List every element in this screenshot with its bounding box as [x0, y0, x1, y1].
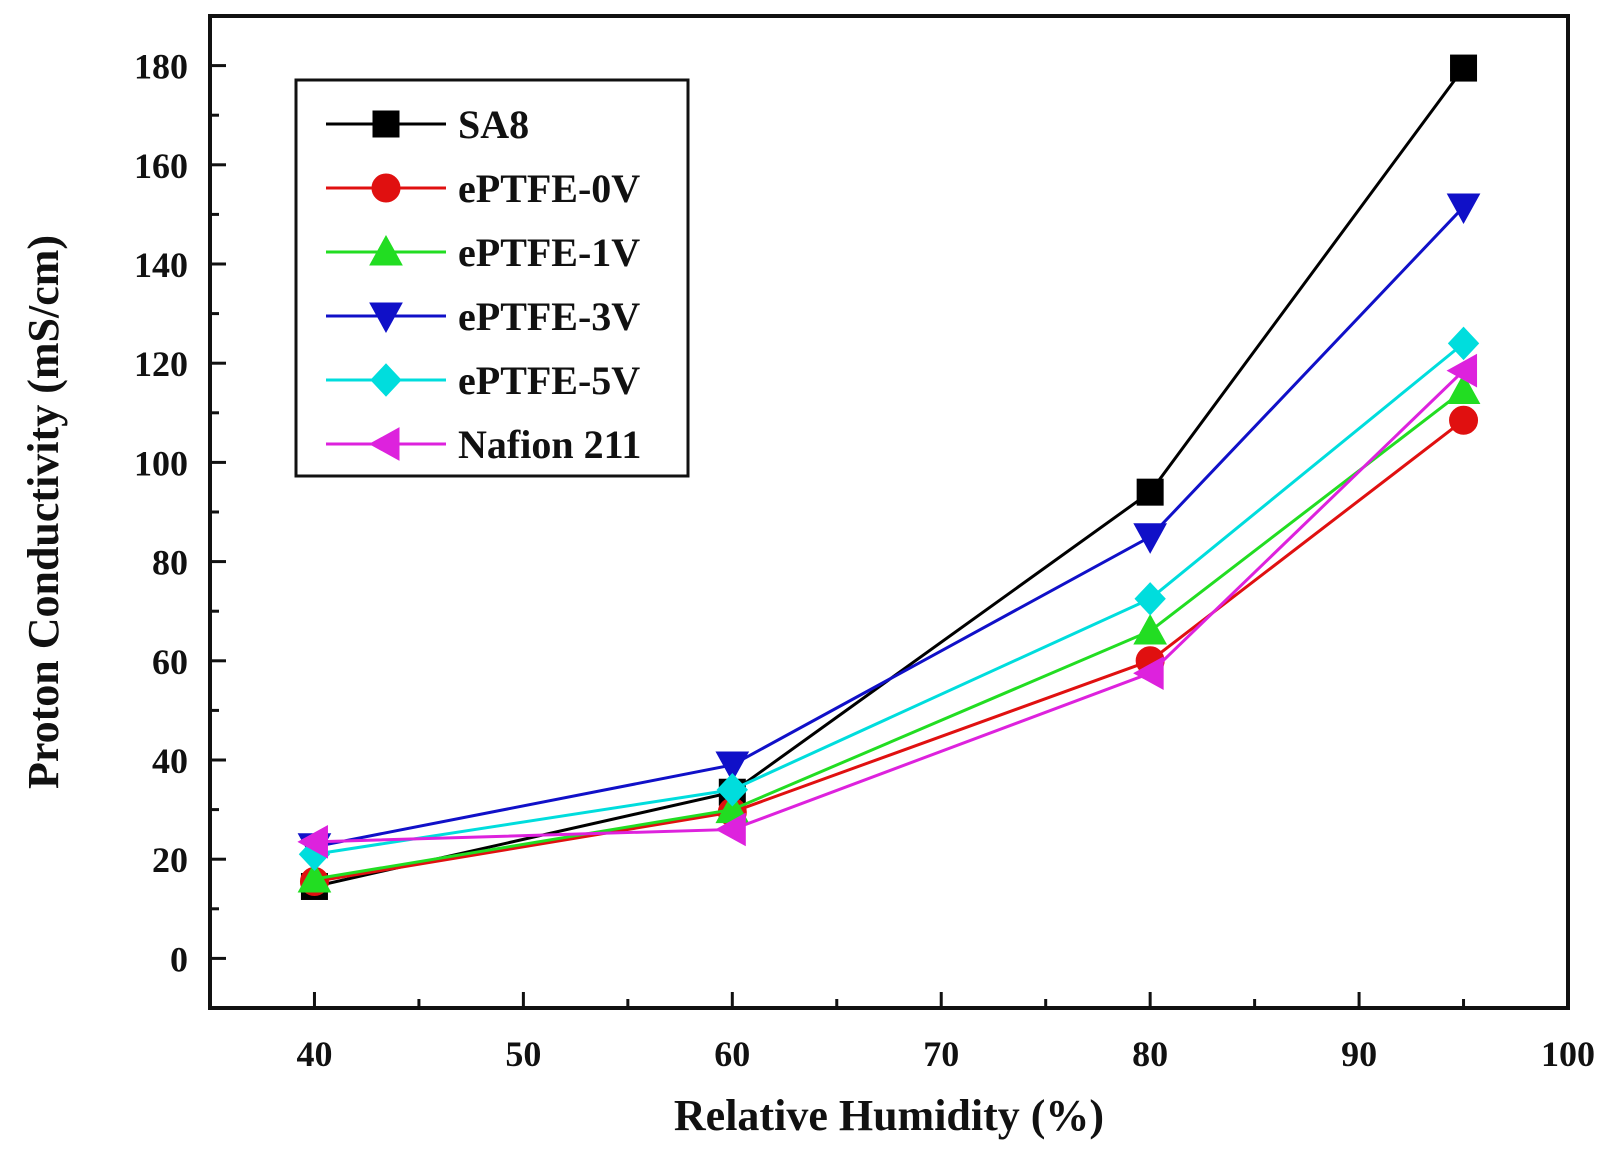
legend-label-eptfe-3v: ePTFE-3V: [458, 294, 640, 339]
data-point-nafion-211: [1133, 656, 1164, 691]
series-layer: [297, 54, 1481, 900]
data-point-eptfe-3v: [1133, 523, 1168, 554]
y-axis-label: Proton Conductivity (mS/cm): [19, 235, 68, 789]
legend-marker-eptfe-3v: [369, 302, 403, 334]
x-tick-label: 90: [1341, 1034, 1377, 1074]
data-point-sa8: [1136, 478, 1164, 506]
series-line-sa8: [314, 67, 1465, 888]
x-tick-label: 70: [923, 1034, 959, 1074]
data-point-eptfe-3v: [715, 751, 750, 782]
data-point-eptfe-3v: [1446, 193, 1481, 224]
y-tick-label: 120: [134, 344, 188, 384]
x-axis-label: Relative Humidity (%): [674, 1091, 1104, 1140]
legend: SA8 ePTFE-0V ePTFE-1V ePTFE-3V ePTFE-5V Nafio…: [294, 78, 690, 478]
legend-label-sa8: SA8: [458, 102, 529, 147]
data-point-eptfe-5v: [1134, 582, 1166, 616]
x-tick-label: 80: [1132, 1034, 1168, 1074]
data-point-eptfe-1v: [1446, 373, 1481, 404]
data-point-eptfe-1v: [297, 862, 332, 893]
legend-box: [294, 78, 690, 478]
y-tick-label: 20: [152, 840, 188, 880]
y-tick-label: 160: [134, 146, 188, 186]
series-line-eptfe-5v: [314, 342, 1465, 856]
series-line-eptfe-0v: [314, 419, 1465, 883]
legend-label-eptfe-1v: ePTFE-1V: [458, 230, 640, 275]
series-line-nafion-211: [314, 369, 1465, 844]
data-point-nafion-211: [715, 812, 746, 847]
x-tick-label: 50: [505, 1034, 541, 1074]
y-tick-label: 180: [134, 47, 188, 87]
legend-label-eptfe-5v: ePTFE-5V: [458, 358, 640, 403]
legend-marker-nafion-211: [368, 427, 400, 461]
y-tick-label: 40: [152, 741, 188, 781]
y-tick-label: 80: [152, 543, 188, 583]
x-tick-label: 40: [296, 1034, 332, 1074]
data-point-eptfe-0v: [1449, 405, 1479, 435]
data-point-nafion-211: [297, 824, 328, 859]
data-point-eptfe-1v: [1133, 614, 1168, 645]
data-point-eptfe-5v: [1447, 326, 1480, 361]
legend-label-nafion-211: Nafion 211: [458, 422, 641, 467]
data-point-eptfe-5v: [716, 773, 748, 807]
y-tick-label: 140: [134, 245, 188, 285]
plot-frame: [208, 14, 1570, 1010]
series-line-eptfe-1v: [314, 389, 1465, 881]
series-line-eptfe-3v: [314, 205, 1465, 849]
legend-label-eptfe-0v: ePTFE-0V: [458, 166, 640, 211]
axes-layer: 40 50 60 70 80 90 100 0 20 40 60 80 100 120 140 160 180: [134, 47, 1595, 1074]
legend-marker-sa8: [372, 110, 400, 138]
data-point-sa8: [1450, 54, 1478, 82]
legend-marker-eptfe-0v: [371, 173, 401, 203]
y-tick-label: 100: [134, 443, 188, 483]
legend-marker-eptfe-1v: [369, 234, 403, 266]
legend-marker-eptfe-5v: [370, 363, 402, 397]
data-point-nafion-211: [1446, 353, 1478, 388]
y-tick-label: 0: [170, 939, 188, 979]
x-tick-label: 60: [714, 1034, 750, 1074]
x-tick-label: 100: [1541, 1034, 1595, 1074]
y-tick-label: 60: [152, 642, 188, 682]
